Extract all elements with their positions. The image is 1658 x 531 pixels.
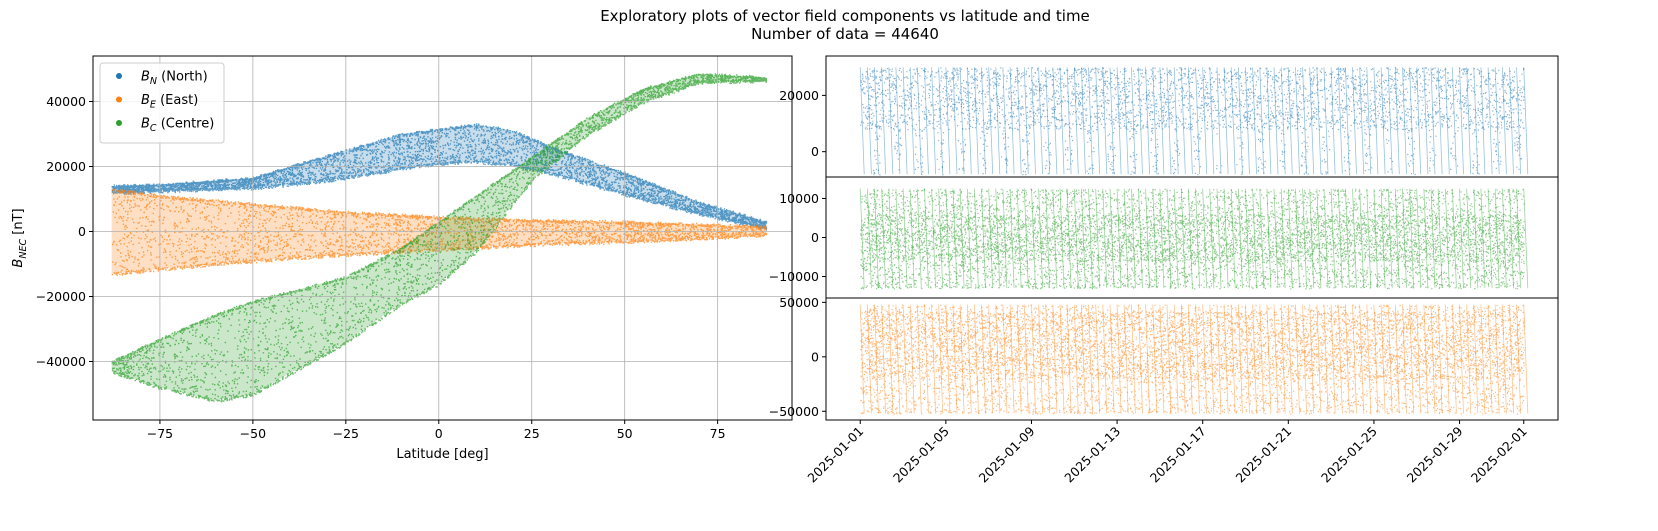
y-tick-label: 0 [811, 144, 819, 159]
y-tick-label: 20000 [779, 88, 819, 103]
series-east-time-points [859, 304, 1529, 415]
y-tick-label: 40000 [46, 94, 86, 109]
y-tick-label: 10000 [779, 191, 819, 206]
time-tick-label: 2025-01-05 [890, 424, 952, 486]
time-tick-label: 2025-01-01 [804, 424, 866, 486]
legend: BN (North) BE (East) BC (Centre) [99, 62, 225, 144]
time-tick-label: 2025-01-09 [976, 423, 1038, 485]
y-tick-label: 0 [811, 230, 819, 245]
x-tick-label: −50 [240, 426, 266, 441]
grid-lines [93, 56, 792, 420]
time-plot-frame [825, 297, 1559, 421]
legend-marker-north [116, 73, 122, 79]
series-north-time-points [859, 67, 1529, 176]
time-tick-label: 2025-01-13 [1061, 424, 1123, 486]
x-tick-label: 50 [617, 426, 633, 441]
y-tick-label: 50000 [779, 295, 819, 310]
legend-label-east: BE (East) [141, 93, 198, 111]
left-plot-frame [92, 55, 793, 421]
x-tick-label: 0 [435, 426, 443, 441]
x-tick-label: 75 [710, 426, 726, 441]
legend-label-centre: BC (Centre) [141, 117, 214, 135]
x-axis-label: Latitude [deg] [396, 447, 488, 462]
time-tick-label: 2025-02-01 [1468, 424, 1530, 486]
y-tick-label: 0 [811, 349, 819, 364]
time-tick-label: 2025-01-17 [1147, 424, 1209, 486]
figure-subtitle: Number of data = 44640 [751, 25, 939, 43]
latitude-scatter-plot: −75 −50 −25 0 25 50 75 −40000 −20000 0 20000 40000 L… [11, 55, 793, 462]
legend-box [99, 62, 225, 144]
y-tick-label: −50000 [769, 404, 819, 419]
y-axis-label: BNEC [nT] [11, 208, 29, 267]
x-tick-label: −25 [333, 426, 359, 441]
time-tick-label: 2025-01-29 [1404, 423, 1466, 485]
y-tick-label: 0 [78, 224, 86, 239]
x-tick-label: −75 [147, 426, 173, 441]
figure-title: Exploratory plots of vector field compon… [600, 7, 1090, 25]
centre-time-series-plot: −10000 0 10000 [769, 176, 1559, 299]
y-tick-label: −40000 [36, 354, 86, 369]
y-tick-label: 20000 [46, 159, 86, 174]
legend-label-north: BN (North) [141, 70, 208, 88]
time-tick-label: 2025-01-25 [1318, 424, 1380, 486]
x-tick-label: 25 [524, 426, 540, 441]
north-time-series-plot: 0 20000 [779, 55, 1559, 178]
y-tick-label: −20000 [36, 289, 86, 304]
east-time-series-plot: −50000 0 50000 2025-01-01 2025-01-05 2025-01-… [769, 295, 1559, 486]
time-tick-label: 2025-01-21 [1232, 424, 1294, 486]
y-tick-label: −10000 [769, 269, 819, 284]
legend-marker-east [116, 96, 122, 103]
legend-marker-centre [116, 120, 122, 126]
series-centre-time-points [859, 188, 1529, 290]
